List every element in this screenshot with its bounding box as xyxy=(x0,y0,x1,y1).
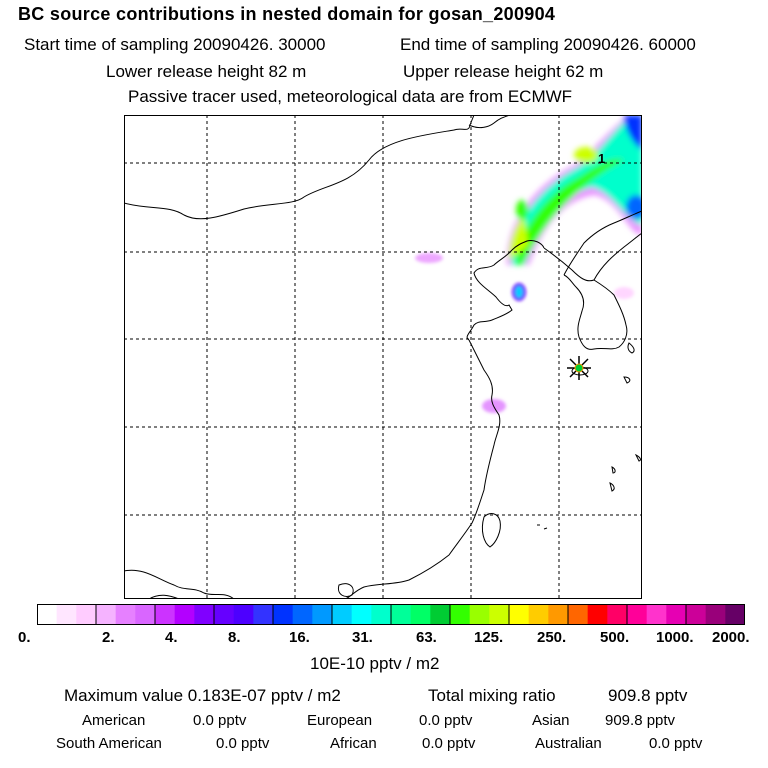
colorbar-swatch xyxy=(371,604,392,625)
colorbar-swatch xyxy=(194,604,215,625)
colorbar xyxy=(37,604,745,625)
australian-label: Australian xyxy=(535,735,602,752)
colorbar-tick-11: 2000. xyxy=(712,629,750,646)
receptor-star-icon xyxy=(567,356,591,380)
colorbar-swatch xyxy=(489,604,510,625)
coastlines-borders xyxy=(124,115,642,599)
colorbar-tick-8: 250. xyxy=(537,629,567,646)
colorbar-swatch xyxy=(233,604,254,625)
colorbar-tick-5: 31. xyxy=(352,629,373,646)
colorbar-swatch xyxy=(568,604,589,625)
colorbar-swatch xyxy=(528,604,549,625)
total-mixing-ratio-label: Total mixing ratio xyxy=(428,686,556,705)
european-value: 0.0 pptv xyxy=(419,712,473,729)
colorbar-swatch xyxy=(450,604,471,625)
south-american-label: South American xyxy=(56,735,162,752)
tracer-note: Passive tracer used, meteorological data… xyxy=(128,87,573,106)
colorbar-swatch xyxy=(332,604,353,625)
colorbar-tick-7: 125. xyxy=(474,629,504,646)
colorbar-swatch xyxy=(627,604,648,625)
colorbar-swatch xyxy=(587,604,608,625)
colorbar-swatch xyxy=(725,604,745,625)
colorbar-swatch xyxy=(174,604,195,625)
colorbar-swatch xyxy=(96,604,117,625)
colorbar-swatch xyxy=(273,604,294,625)
colorbar-swatch xyxy=(37,604,58,625)
colorbar-swatch xyxy=(312,604,333,625)
colorbar-swatch xyxy=(76,604,97,625)
colorbar-swatch xyxy=(607,604,628,625)
end-time-label: End time of sampling 20090426. 60000 xyxy=(400,35,696,54)
map-title: BC source contributions in nested domain… xyxy=(18,4,556,24)
colorbar-unit: 10E-10 pptv / m2 xyxy=(310,654,440,673)
total-mixing-ratio-value: 909.8 pptv xyxy=(608,686,688,705)
colorbar-tick-9: 500. xyxy=(600,629,630,646)
upper-release-height-label: Upper release height 62 m xyxy=(403,62,604,81)
contour-label: 1 xyxy=(598,151,605,166)
colorbar-frame xyxy=(37,604,745,625)
colorbar-swatch xyxy=(253,604,274,625)
maximum-value-label: Maximum value 0.183E-07 pptv / m2 xyxy=(64,686,341,705)
colorbar-tick-6: 63. xyxy=(416,629,437,646)
australian-value: 0.0 pptv xyxy=(649,735,703,752)
south-american-value: 0.0 pptv xyxy=(216,735,270,752)
colorbar-swatch xyxy=(548,604,569,625)
colorbar-tick-10: 1000. xyxy=(656,629,694,646)
colorbar-swatch xyxy=(410,604,431,625)
colorbar-swatch xyxy=(135,604,156,625)
lower-release-height-label: Lower release height 82 m xyxy=(106,62,307,81)
colorbar-swatch xyxy=(509,604,530,625)
colorbar-swatch xyxy=(292,604,313,625)
colorbar-swatch xyxy=(351,604,372,625)
colorbar-swatch xyxy=(686,604,707,625)
american-value: 0.0 pptv xyxy=(193,712,247,729)
concentration-plume xyxy=(415,115,642,413)
colorbar-tick-3: 8. xyxy=(228,629,241,646)
american-label: American xyxy=(82,712,146,729)
colorbar-swatch xyxy=(155,604,176,625)
colorbar-swatch xyxy=(646,604,667,625)
colorbar-swatch xyxy=(391,604,412,625)
lat-lon-grid xyxy=(124,115,642,599)
colorbar-swatch xyxy=(430,604,451,625)
colorbar-tick-4: 16. xyxy=(289,629,310,646)
start-time-label: Start time of sampling 20090426. 30000 xyxy=(24,35,326,54)
colorbar-swatch xyxy=(469,604,490,625)
european-label: European xyxy=(307,712,373,729)
asian-label: Asian xyxy=(532,712,570,729)
colorbar-swatch xyxy=(115,604,136,625)
colorbar-tick-0: 0. xyxy=(18,629,31,646)
african-value: 0.0 pptv xyxy=(422,735,476,752)
colorbar-tick-1: 2. xyxy=(102,629,115,646)
colorbar-swatch xyxy=(56,604,77,625)
colorbar-swatch xyxy=(214,604,235,625)
colorbar-swatch xyxy=(705,604,726,625)
african-label: African xyxy=(330,735,377,752)
source-contribution-map: 1 xyxy=(124,115,642,599)
asian-value: 909.8 pptv xyxy=(605,712,676,729)
map-frame xyxy=(124,115,642,599)
colorbar-tick-2: 4. xyxy=(165,629,178,646)
colorbar-swatch xyxy=(666,604,687,625)
